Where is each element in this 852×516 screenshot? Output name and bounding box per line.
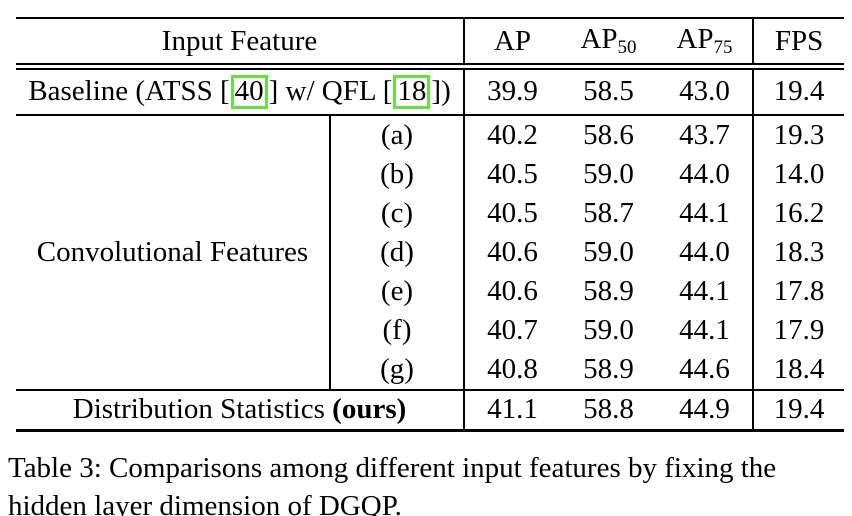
baseline-label-suffix: ])	[431, 75, 451, 107]
ap75-value: 44.0	[679, 235, 730, 268]
ours-row: Distribution Statistics (ours) 41.1 58.8…	[16, 389, 845, 432]
col-header-ap50: AP50	[560, 17, 658, 70]
table-row: (b) 40.5 59.0 44.0 14.0	[16, 154, 845, 194]
group-label-convolutional-features: Convolutional Features	[16, 114, 330, 391]
fps-value: 17.8	[752, 271, 845, 311]
ap-value: 40.2	[463, 114, 561, 155]
table-row: Convolutional Features (a) 40.2 58.6 43.…	[16, 114, 845, 391]
row-letter: (f)	[328, 310, 465, 350]
baseline-label-prefix: Baseline (ATSS [	[28, 75, 230, 107]
caption-line-2: hidden layer dimension of DGQP.	[8, 489, 402, 516]
fps-value: 19.3	[752, 114, 845, 155]
ours-label-bold: (ours)	[332, 392, 407, 425]
table-row: (d) 40.6 59.0 44.0 18.3	[16, 232, 845, 272]
col-header-input-feature: Input Feature	[16, 17, 465, 70]
ap50-value: 59.0	[583, 313, 634, 346]
table-row: (c) 40.5 58.7 44.1 16.2	[16, 193, 845, 233]
ap-value: 39.9	[463, 66, 561, 116]
caption-line-1: Table 3: Comparisons among different inp…	[8, 451, 777, 484]
ap-value: 40.5	[463, 154, 561, 194]
ap50-base: AP	[580, 23, 618, 55]
ap-value: 40.7	[463, 310, 561, 350]
col-header-fps: FPS	[752, 17, 845, 70]
fps-value: 19.4	[752, 389, 845, 432]
ap75-value: 43.0	[657, 66, 754, 116]
results-table: Input Feature AP AP50 AP75 FPS Baseline …	[16, 17, 845, 432]
row-letter: (a)	[328, 114, 465, 155]
row-letter: (g)	[328, 349, 465, 391]
ours-label-main: Distribution Statistics	[72, 392, 333, 425]
ap50-value: 58.5	[560, 66, 658, 116]
col-header-ap: AP	[463, 17, 561, 70]
ap75-value: 44.9	[657, 389, 754, 432]
ap75-value: 44.1	[679, 313, 730, 346]
ap50-subscript: 50	[617, 37, 637, 58]
row-letter: (e)	[328, 271, 465, 311]
ap75-value: 44.6	[657, 349, 754, 391]
row-letter: (c)	[328, 193, 465, 233]
citation-link-18[interactable]: 18	[393, 75, 431, 109]
ap-value: 40.6	[463, 271, 561, 311]
table-header-row: Input Feature AP AP50 AP75 FPS	[16, 17, 845, 70]
ap50-value: 58.9	[583, 274, 634, 307]
baseline-label: Baseline (ATSS [40] w/ QFL [18])	[16, 66, 465, 116]
ap75-value: 44.1	[679, 274, 730, 307]
ap75-value: 43.7	[679, 118, 730, 151]
ap-value: 40.6	[463, 232, 561, 272]
fps-value: 14.0	[752, 154, 845, 194]
ap50-value: 58.6	[583, 118, 634, 151]
fps-value: 19.4	[752, 66, 845, 116]
fps-value: 17.9	[752, 310, 845, 350]
baseline-label-mid: ] w/ QFL [	[268, 75, 393, 107]
row-letter: (b)	[328, 154, 465, 194]
table-row: (g) 40.8 58.9 44.6 18.4	[16, 349, 845, 391]
ap-value: 40.5	[463, 193, 561, 233]
fps-value: 18.4	[752, 349, 845, 391]
ap-value: 40.8	[463, 349, 561, 391]
baseline-row: Baseline (ATSS [40] w/ QFL [18]) 39.9 58…	[16, 66, 845, 116]
ap75-base: AP	[676, 23, 714, 55]
ap-value: 41.1	[463, 389, 561, 432]
row-letter: (d)	[328, 232, 465, 272]
table-row: (e) 40.6 58.9 44.1 17.8	[16, 271, 845, 311]
ap75-value: 44.0	[679, 157, 730, 190]
ap75-subscript: 75	[713, 37, 733, 58]
col-header-ap75: AP75	[657, 17, 754, 70]
ap50-value: 59.0	[583, 157, 634, 190]
table-caption: Table 3: Comparisons among different inp…	[8, 449, 844, 516]
ap50-value: 58.7	[583, 196, 634, 229]
citation-link-40[interactable]: 40	[230, 75, 268, 109]
fps-value: 18.3	[752, 232, 845, 272]
ap50-value: 59.0	[583, 235, 634, 268]
ap75-value: 44.1	[679, 196, 730, 229]
fps-value: 16.2	[752, 193, 845, 233]
ap50-value: 58.8	[560, 389, 658, 432]
ours-label: Distribution Statistics (ours)	[16, 389, 465, 432]
ap50-value: 58.9	[560, 349, 658, 391]
table-row: (f) 40.7 59.0 44.1 17.9	[16, 310, 845, 350]
